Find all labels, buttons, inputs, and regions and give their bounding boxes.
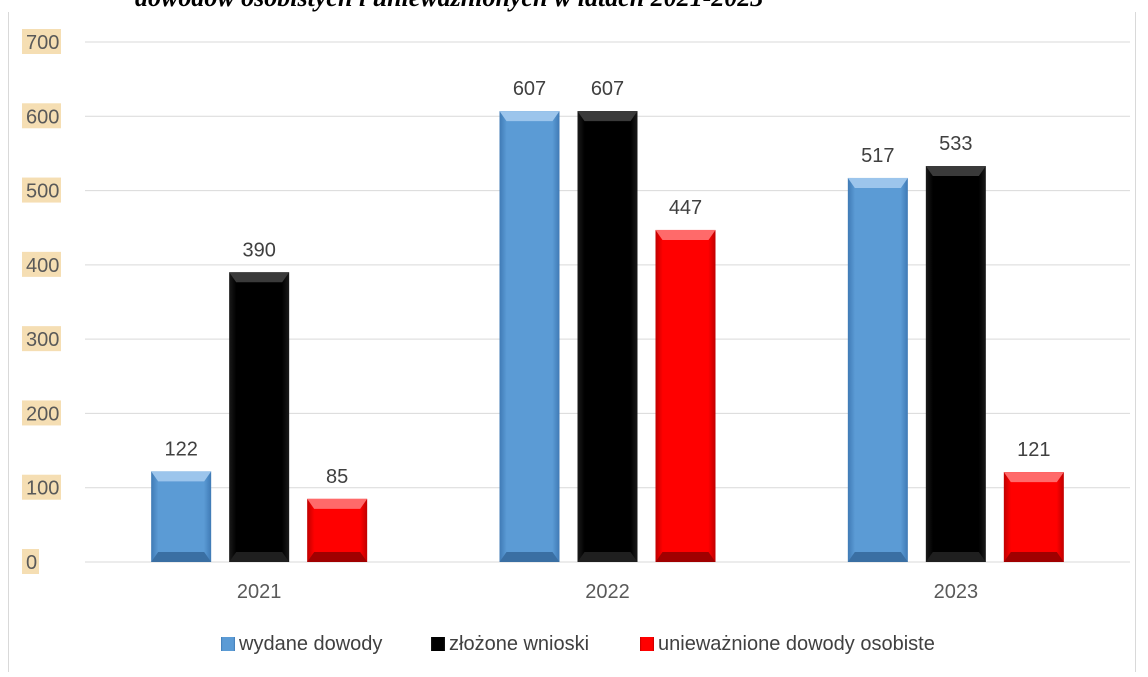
y-tick-label: 200 (26, 403, 59, 425)
data-label-2022-0: 607 (513, 78, 546, 100)
data-label-2023-2: 121 (1017, 439, 1050, 461)
bar-2022-2 (655, 229, 716, 562)
data-labels: 122 390 85 607 607 447 517 533 121 (164, 78, 1050, 488)
legend: wydane dowody złożone wnioski unieważnione… (221, 633, 935, 655)
legend-swatch (221, 637, 235, 651)
y-tick-label: 600 (26, 106, 59, 128)
bar-2022-1 (577, 111, 638, 562)
y-tick-highlight (22, 103, 61, 129)
bar-bevel-bottom (499, 552, 560, 562)
bar-body (307, 498, 368, 562)
legend-item-1: złożone wnioski (431, 633, 589, 655)
legend-swatch (431, 637, 445, 651)
y-tick-label: 300 (26, 329, 59, 351)
bar-bevel-bottom (847, 552, 908, 562)
bar-body (655, 229, 716, 562)
data-label-2023-0: 517 (861, 145, 894, 167)
bar-body (847, 177, 908, 562)
data-label-2022-1: 607 (591, 78, 624, 100)
x-tick-label-2022: 2022 (585, 581, 630, 603)
y-tick-highlight (22, 474, 61, 500)
bar-bevel-top (655, 229, 716, 240)
bar-body (925, 166, 986, 563)
bar-2023-2 (1003, 472, 1064, 562)
legend-item-2: unieważnione dowody osobiste (640, 633, 935, 655)
chart-frame (8, 12, 1136, 672)
x-tick-label-2023: 2023 (934, 581, 979, 603)
bar-body (499, 111, 560, 562)
bar-bevel-bottom (307, 552, 368, 562)
axis-labels: 0 100 200 300 400 500 600 700 2021 2022 2023 (22, 29, 978, 603)
bar-bevel-top (307, 498, 368, 509)
data-label-2021-1: 390 (242, 239, 275, 261)
y-tick-label: 100 (26, 478, 59, 500)
y-tick-highlight (22, 400, 61, 426)
x-tick-label-2021: 2021 (237, 581, 282, 603)
legend-swatch (640, 637, 654, 651)
bar-body (1003, 472, 1064, 562)
bar-2021-2 (307, 498, 368, 562)
bar-2021-1 (229, 272, 290, 562)
bar-bevel-bottom (151, 552, 212, 562)
legend-label: wydane dowody (238, 633, 382, 655)
y-tick-label: 400 (26, 255, 59, 277)
bar-body (229, 272, 290, 562)
bar-bevel-bottom (1003, 552, 1064, 562)
y-tick-highlight (22, 549, 39, 574)
data-label-2021-2: 85 (326, 466, 348, 488)
y-tick-highlight (22, 251, 61, 277)
bar-bevel-top (151, 471, 212, 482)
bar-body (151, 471, 212, 562)
bar-bevel-bottom (577, 552, 638, 562)
bar-bevel-bottom (655, 552, 716, 562)
bar-bevel-top (577, 111, 638, 122)
bar-2023-1 (925, 166, 986, 563)
bar-bevel-top (925, 166, 986, 177)
legend-label: złożone wnioski (449, 633, 589, 655)
bar-2023-0 (847, 177, 908, 562)
legend-item-0: wydane dowody (221, 633, 382, 655)
bar-bevel-top (229, 272, 290, 283)
y-tick-highlight (22, 29, 61, 54)
data-label-2021-0: 122 (164, 438, 197, 460)
y-tick-highlight (22, 177, 61, 203)
bar-2021-0 (151, 471, 212, 562)
y-tick-label: 700 (26, 32, 59, 54)
y-tick-highlight (22, 326, 61, 352)
bar-body (577, 111, 638, 562)
page-title: dowodów osobistych i unieważnionych w la… (135, 0, 763, 13)
y-tick-label: 0 (26, 552, 37, 574)
bar-bevel-top (847, 177, 908, 188)
data-label-2023-1: 533 (939, 133, 972, 155)
legend-label: unieważnione dowody osobiste (658, 633, 935, 655)
bars (151, 111, 1064, 563)
bar-bevel-bottom (925, 552, 986, 562)
bar-2022-0 (499, 111, 560, 562)
bar-bevel-bottom (229, 552, 290, 562)
data-label-2022-2: 447 (669, 197, 702, 219)
bar-bevel-top (499, 111, 560, 122)
y-tick-label: 500 (26, 181, 59, 203)
bar-bevel-top (1003, 472, 1064, 483)
